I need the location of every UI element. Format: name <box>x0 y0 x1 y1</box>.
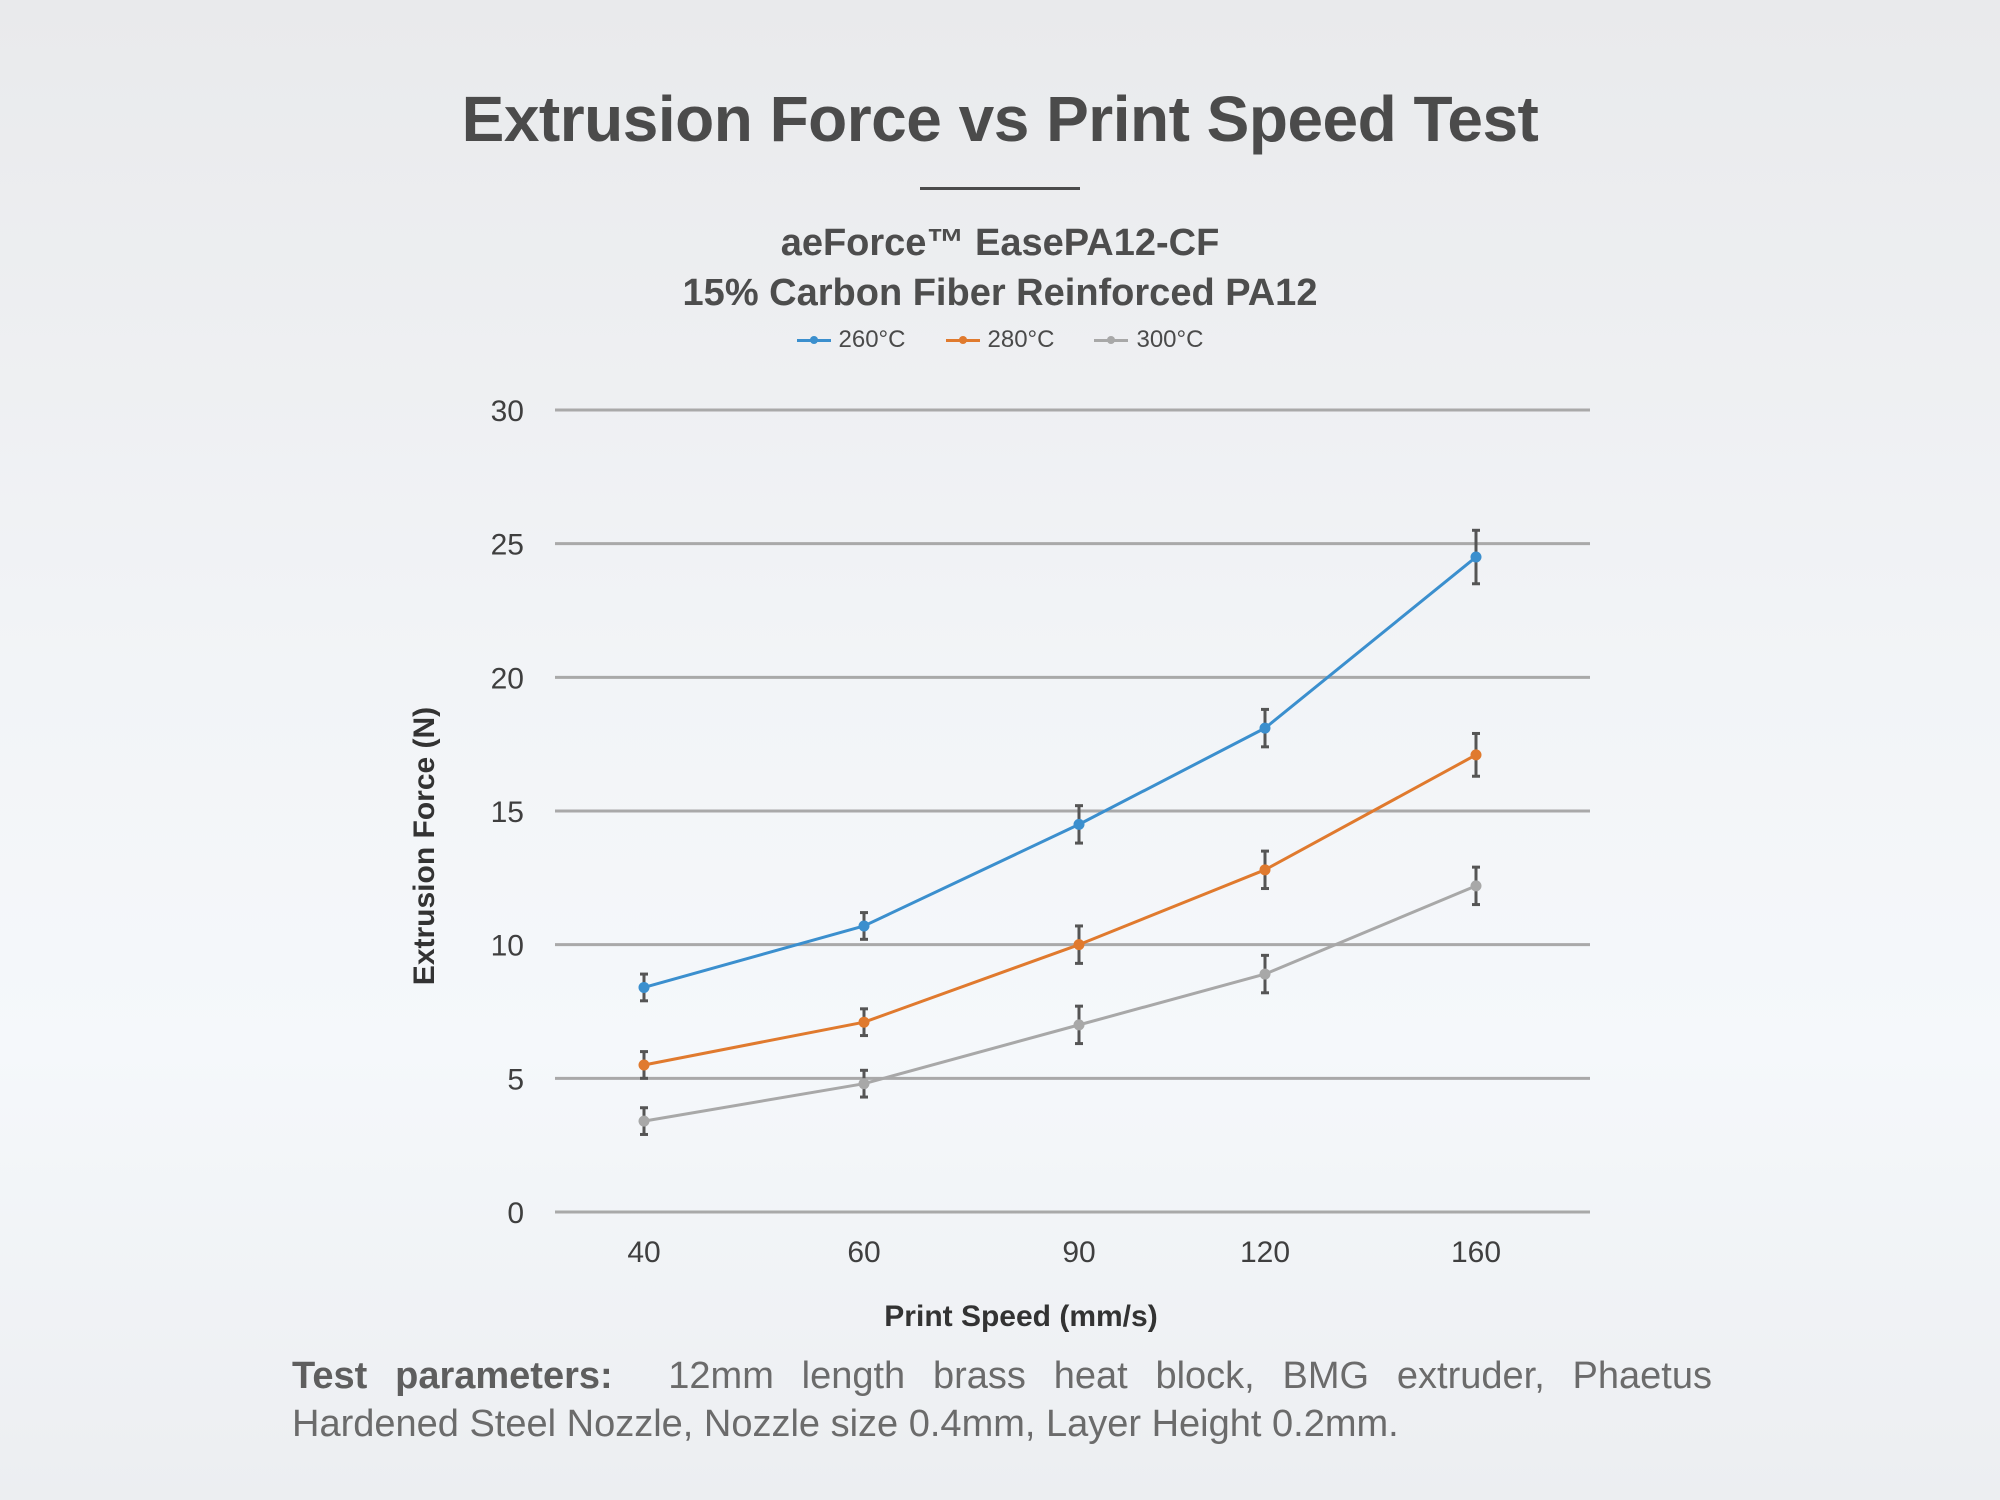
test-parameters-label: Test parameters: <box>292 1355 613 1397</box>
chart-legend: 260°C 280°C 300°C <box>0 326 2000 354</box>
legend-item-260: 260°C <box>796 326 906 354</box>
legend-swatch-300 <box>1094 335 1129 344</box>
data-point-280-40 <box>638 1059 650 1071</box>
legend-label-280: 280°C <box>987 326 1055 353</box>
chart-title: Extrusion Force vs Print Speed Test <box>461 83 1539 155</box>
data-point-300-160 <box>1470 880 1482 892</box>
data-point-260-120 <box>1259 722 1271 734</box>
x-tick-label-120: 120 <box>1240 1236 1290 1269</box>
y-tick-label-25: 25 <box>491 529 524 562</box>
data-point-260-40 <box>638 981 650 993</box>
chart-subtitle-material: 15% Carbon Fiber Reinforced PA12 <box>682 272 1318 314</box>
x-tick-label-90: 90 <box>1062 1236 1095 1269</box>
test-parameters-text: 12mm length brass heat block, BMG extrud… <box>292 1355 1712 1445</box>
data-point-280-160 <box>1470 749 1482 761</box>
legend-label-260: 260°C <box>838 326 906 353</box>
legend-label-300: 300°C <box>1136 326 1204 353</box>
y-tick-label-20: 20 <box>491 662 524 695</box>
series-line-280 <box>643 753 1477 1067</box>
data-point-300-60 <box>858 1078 870 1090</box>
y-tick-label-10: 10 <box>491 930 524 963</box>
series-line-260 <box>643 555 1477 989</box>
test-parameters-note: Test parameters: 12mm length brass heat … <box>292 1352 1712 1448</box>
series-line-300 <box>643 884 1477 1123</box>
legend-swatch-260 <box>796 335 831 344</box>
data-point-260-60 <box>858 920 870 932</box>
y-tick-label-15: 15 <box>491 796 524 829</box>
chart-subtitle-product: aeForce™ EasePA12-CF <box>780 222 1220 264</box>
legend-item-280: 280°C <box>945 326 1055 354</box>
data-point-300-120 <box>1259 968 1271 980</box>
data-point-260-160 <box>1470 551 1482 563</box>
data-point-280-60 <box>858 1016 870 1028</box>
title-divider <box>920 187 1080 190</box>
x-tick-label-60: 60 <box>847 1236 880 1269</box>
legend-item-300: 300°C <box>1094 326 1203 354</box>
x-tick-label-160: 160 <box>1451 1236 1501 1269</box>
data-point-300-90 <box>1073 1019 1085 1031</box>
data-point-300-40 <box>638 1115 650 1127</box>
x-axis-label: Print Speed (mm/s) <box>884 1300 1157 1333</box>
data-point-280-120 <box>1259 864 1271 876</box>
data-point-280-90 <box>1073 939 1085 951</box>
y-tick-label-0: 0 <box>507 1197 524 1230</box>
data-point-260-90 <box>1073 818 1085 830</box>
y-tick-label-30: 30 <box>491 395 524 428</box>
y-tick-label-5: 5 <box>507 1063 524 1096</box>
y-axis-label: Extrusion Force (N) <box>408 707 441 985</box>
legend-swatch-280 <box>945 335 980 344</box>
x-tick-label-40: 40 <box>627 1236 660 1269</box>
